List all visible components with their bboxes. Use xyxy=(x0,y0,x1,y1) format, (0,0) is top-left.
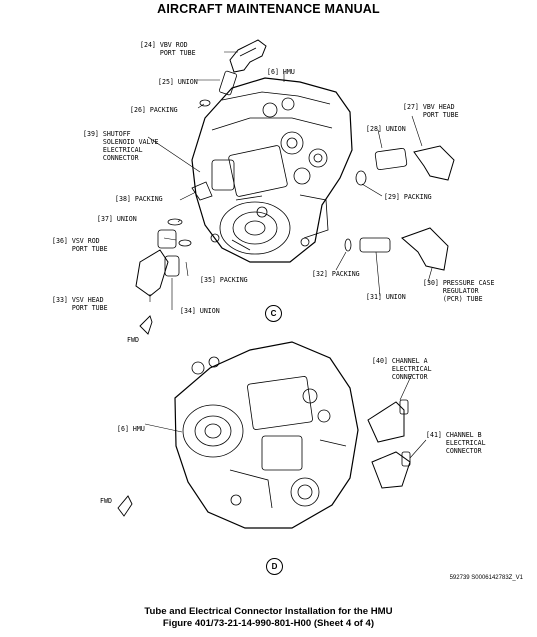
callout-35-packing: [35] PACKING xyxy=(200,276,248,284)
callout-32-packing: [32] PACKING xyxy=(312,270,360,278)
manual-header: AIRCRAFT MAINTENANCE MANUAL xyxy=(157,2,380,16)
callout-24-vbv-rod-port-tube: [24] VBV ROD PORT TUBE xyxy=(140,41,196,57)
callout-27-vbv-head-port-tube: [27] VBV HEAD PORT TUBE xyxy=(403,103,459,119)
view-c-marker: C xyxy=(265,305,282,322)
figure-caption-title: Tube and Electrical Connector Installati… xyxy=(144,606,393,617)
callout-40-channel-a-connector: [40] CHANNEL A ELECTRICAL CONNECTOR xyxy=(372,357,432,381)
fwd-label-d: FWD xyxy=(100,497,112,505)
callout-34-union: [34] UNION xyxy=(180,307,220,315)
callout-28-union: [28] UNION xyxy=(366,125,406,133)
callout-33-vsv-head-port-tube: [33] VSV HEAD PORT TUBE xyxy=(52,296,108,312)
callout-6-hmu-d: [6] HMU xyxy=(117,425,145,433)
callout-41-channel-b-connector: [41] CHANNEL B ELECTRICAL CONNECTOR xyxy=(426,431,486,455)
callout-29-packing: [29] PACKING xyxy=(384,193,432,201)
figure-caption-number: Figure 401/73-21-14-990-801-H00 (Sheet 4… xyxy=(162,618,375,629)
hmu-view-c xyxy=(191,77,353,263)
callout-39-shutoff-solenoid-connector: [39] SHUTOFF SOLENOID VALVE ELECTRICAL C… xyxy=(83,130,159,162)
figure-reference-number: 592739 S0006142783Z_V1 xyxy=(449,575,523,581)
callout-31-union: [31] UNION xyxy=(366,293,406,301)
callout-30-pcr-tube: [30] PRESSURE CASE REGULATOR (PCR) TUBE xyxy=(423,279,495,303)
callout-26-packing: [26] PACKING xyxy=(130,106,178,114)
callout-37-union: [37] UNION xyxy=(97,215,137,223)
hmu-view-d xyxy=(174,341,359,529)
view-d-marker: D xyxy=(266,558,283,575)
view-d-connectors xyxy=(117,373,427,517)
view-c-tubes xyxy=(135,39,455,335)
callout-38-packing: [38] PACKING xyxy=(115,195,163,203)
fwd-label-c: FWD xyxy=(127,336,139,344)
callout-36-vsv-rod-port-tube: [36] VSV ROD PORT TUBE xyxy=(52,237,108,253)
callout-6-hmu: [6] HMU xyxy=(267,68,295,76)
callout-25-union: [25] UNION xyxy=(158,78,198,86)
